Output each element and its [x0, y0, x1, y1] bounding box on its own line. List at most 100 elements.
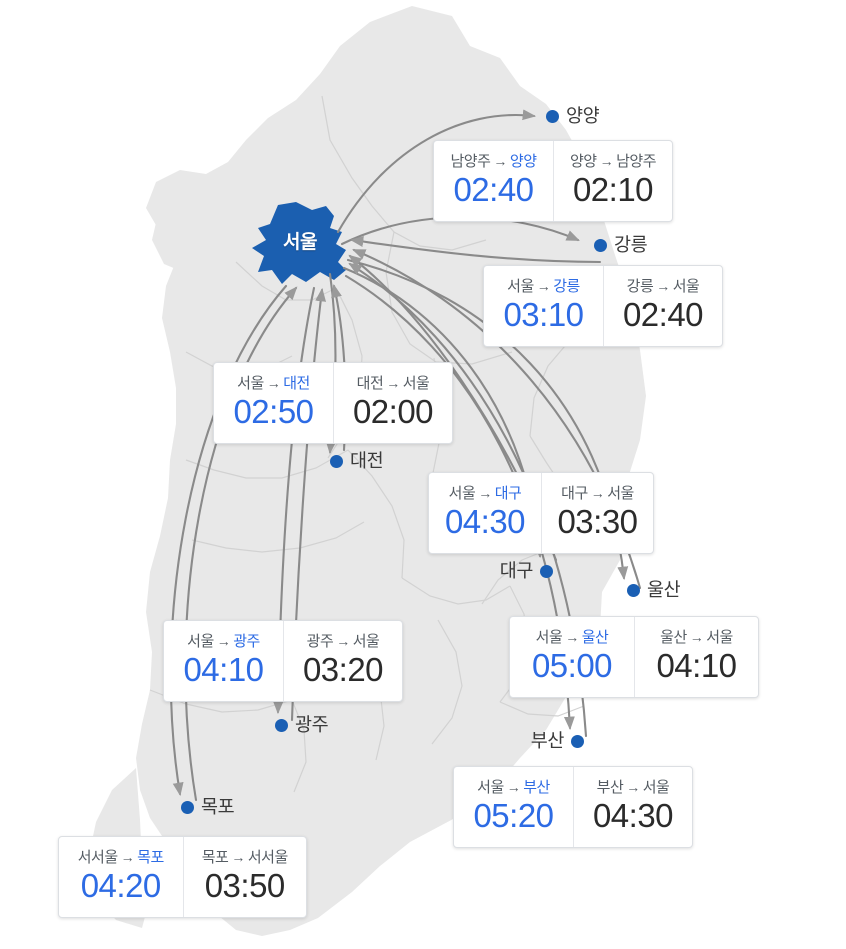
travel-time-card-seoul-daegu[interactable]: 서울 → 대구 04:30 대구 → 서울 03:30 — [428, 472, 654, 554]
travel-time-card-namyangju-yangyang[interactable]: 남양주 → 양양 02:40 양양 → 남양주 02:10 — [433, 140, 673, 222]
outbound-leg: 서울 → 울산 05:00 — [510, 617, 634, 697]
route-label: 대전 → 서울 — [357, 376, 430, 391]
arrow-right-icon: → — [120, 848, 135, 865]
route-label: 대구 → 서울 — [561, 486, 634, 501]
city-name-label: 강릉 — [614, 234, 648, 255]
outbound-leg: 서서울 → 목포 04:20 — [59, 837, 183, 917]
travel-time-value: 03:10 — [503, 295, 584, 333]
route-label: 부산 → 서울 — [597, 780, 670, 795]
inbound-leg: 부산 → 서울 04:30 — [573, 767, 692, 847]
route-origin: 서울 — [535, 628, 563, 646]
inbound-leg: 대구 → 서울 03:30 — [541, 473, 653, 553]
route-destination: 서울 — [352, 632, 380, 650]
city-name-label: 광주 — [295, 714, 329, 735]
arrow-right-icon: → — [656, 277, 670, 294]
route-origin: 광주 — [306, 632, 334, 650]
city-marker-7[interactable]: 부산 — [531, 731, 584, 751]
route-seoul-yangyang — [336, 109, 537, 234]
city-marker-1[interactable]: 양양 — [546, 106, 600, 126]
travel-time-value: 02:50 — [233, 392, 314, 430]
arrow-right-icon: → — [565, 628, 579, 645]
city-marker-3[interactable]: 대전 — [330, 450, 384, 471]
outbound-leg: 서울 → 대전 02:50 — [214, 363, 333, 443]
inbound-leg: 울산 → 서울 04:10 — [634, 617, 758, 697]
route-destination: 양양 — [509, 152, 537, 170]
route-label: 남양주 → 양양 — [450, 152, 537, 170]
city-dot-icon — [571, 734, 584, 748]
city-dot-icon — [330, 454, 343, 468]
travel-time-value: 04:20 — [80, 866, 162, 904]
route-origin: 서울 — [187, 632, 214, 650]
route-destination: 서울 — [672, 277, 700, 295]
travel-time-card-seoul-daejeon[interactable]: 서울 → 대전 02:50 대전 → 서울 02:00 — [213, 362, 453, 444]
route-origin: 강릉 — [626, 277, 654, 295]
route-origin: 서울 — [448, 484, 476, 502]
arrow-right-icon: → — [266, 374, 281, 391]
route-destination: 광주 — [233, 632, 260, 650]
city-marker-6[interactable]: 광주 — [275, 714, 329, 735]
outbound-leg: 남양주 → 양양 02:40 — [434, 141, 553, 221]
city-name-label: 대전 — [350, 450, 384, 471]
route-label: 울산 → 서울 — [660, 630, 733, 645]
route-label: 서서울 → 목포 — [78, 848, 165, 865]
travel-time-card-seoseoul-mokpo[interactable]: 서서울 → 목포 04:20 목포 → 서서울 03:50 — [58, 836, 307, 918]
route-destination: 서울 — [706, 628, 733, 646]
route-destination: 서울 — [607, 484, 634, 502]
city-marker-2[interactable]: 강릉 — [594, 234, 648, 255]
outbound-leg: 서울 → 강릉 03:10 — [484, 266, 603, 346]
city-dot-icon — [627, 583, 640, 597]
route-origin: 서울 — [237, 374, 264, 392]
travel-time-card-seoul-gangneung[interactable]: 서울 → 강릉 03:10 강릉 → 서울 02:40 — [483, 265, 723, 347]
arrow-right-icon: → — [493, 152, 507, 169]
city-marker-4[interactable]: 대구 — [499, 560, 553, 581]
route-label: 서울 → 대구 — [449, 486, 522, 501]
arrow-right-icon: → — [590, 484, 605, 501]
arrow-right-icon: → — [336, 632, 350, 649]
route-seoul-mokpo — [169, 284, 288, 797]
route-origin: 서울 — [507, 277, 534, 295]
arrow-right-icon: → — [478, 484, 492, 501]
route-label: 강릉 → 서울 — [627, 279, 700, 294]
route-label: 목포 → 서서울 — [201, 848, 289, 866]
seoul-region-label: 서울 — [283, 232, 317, 253]
travel-time-value: 02:40 — [453, 170, 534, 208]
inbound-leg: 광주 → 서울 03:20 — [283, 621, 402, 701]
route-label: 서울 → 광주 — [187, 634, 260, 649]
city-dot-icon — [540, 564, 553, 578]
travel-time-card-seoul-gwangju[interactable]: 서울 → 광주 04:10 광주 → 서울 03:20 — [163, 620, 403, 702]
route-origin: 목포 — [201, 848, 229, 866]
city-marker-5[interactable]: 울산 — [627, 579, 681, 600]
travel-time-card-seoul-ulsan[interactable]: 서울 → 울산 05:00 울산 → 서울 04:10 — [509, 616, 759, 698]
route-destination: 부산 — [523, 778, 550, 796]
route-label: 서울 → 강릉 — [507, 279, 580, 294]
route-origin: 양양 — [569, 152, 597, 170]
outbound-leg: 서울 → 대구 04:30 — [429, 473, 541, 553]
city-name-label: 울산 — [647, 579, 681, 600]
route-label: 서울 → 대전 — [237, 376, 310, 391]
city-name-label: 목포 — [201, 796, 235, 817]
travel-time-value: 02:00 — [352, 392, 434, 430]
route-label: 서울 → 부산 — [477, 780, 550, 795]
arrow-right-icon: → — [626, 778, 640, 795]
arrow-right-icon: → — [231, 848, 245, 865]
travel-time-value: 02:10 — [572, 170, 654, 208]
route-label: 양양 → 남양주 — [569, 152, 657, 170]
route-gangneung-seoul — [349, 236, 602, 264]
route-label: 서울 → 울산 — [536, 630, 609, 645]
city-name-label: 대구 — [499, 560, 534, 581]
city-dot-icon — [594, 238, 607, 252]
travel-time-value: 03:20 — [302, 650, 384, 688]
city-dot-icon — [181, 800, 194, 814]
travel-time-card-seoul-busan[interactable]: 서울 → 부산 05:20 부산 → 서울 04:30 — [453, 766, 693, 848]
route-destination: 남양주 — [616, 152, 656, 170]
route-origin: 남양주 — [450, 152, 491, 170]
route-label: 광주 → 서울 — [307, 634, 380, 649]
route-destination: 서울 — [642, 778, 670, 796]
route-destination: 강릉 — [553, 277, 580, 295]
route-destination: 서서울 — [247, 848, 288, 866]
city-marker-8[interactable]: 목포 — [181, 796, 235, 817]
route-mokpo-seoul — [184, 286, 298, 802]
inbound-leg: 강릉 → 서울 02:40 — [603, 266, 722, 346]
route-origin: 대전 — [356, 374, 384, 392]
